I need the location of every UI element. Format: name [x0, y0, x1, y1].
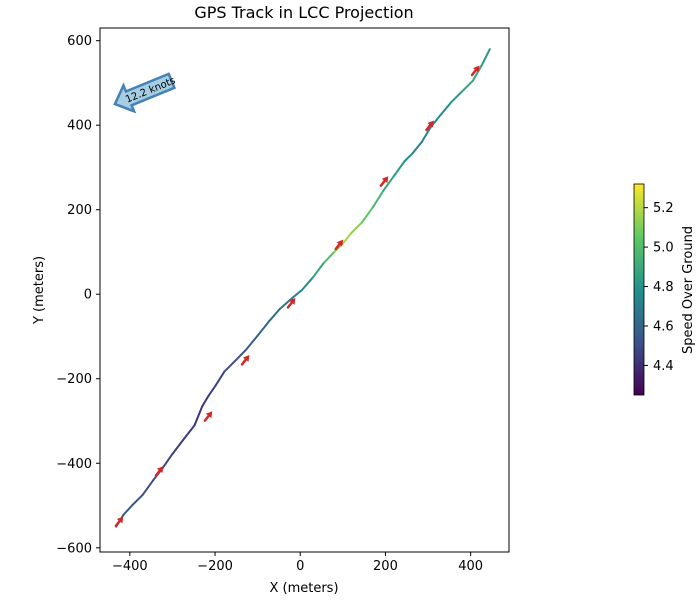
speed-arrow-head	[156, 466, 164, 474]
speed-arrow-head	[427, 120, 434, 128]
track-segment	[471, 65, 483, 82]
colorbar-tick-label: 4.6	[653, 319, 674, 334]
speed-arrow-shaft	[286, 300, 294, 309]
colorbar-tick-label: 5.2	[653, 201, 674, 216]
speed-arrows-layer	[114, 65, 480, 528]
track-segment	[450, 90, 464, 103]
track-segment	[267, 308, 281, 323]
speed-arrow-head	[381, 176, 389, 184]
track-segment	[439, 100, 453, 116]
speed-arrow-shaft	[379, 178, 387, 187]
track-segment	[122, 504, 133, 516]
y-tick-label: 200	[67, 203, 92, 218]
y-tick-label: −600	[56, 541, 92, 556]
x-axis: −400 −200 0 200 400	[112, 552, 483, 574]
wind-arrow	[113, 72, 177, 114]
speed-arrow-shaft	[425, 123, 433, 132]
track-segment	[290, 289, 303, 300]
track-segment	[162, 452, 174, 469]
y-tick-label: 600	[67, 34, 92, 49]
y-tick-label: −400	[56, 457, 92, 472]
speed-arrow-head	[473, 65, 480, 73]
speed-arrow-head	[116, 516, 124, 524]
track-segment	[256, 320, 270, 337]
colorbar-tick-label: 4.8	[653, 280, 674, 295]
x-tick-label: −400	[112, 559, 148, 574]
speed-arrow-head	[288, 297, 296, 305]
speed-arrow-head	[336, 239, 344, 247]
y-axis-label: Y (meters)	[32, 256, 47, 325]
chart-title: GPS Track in LCC Projection	[194, 3, 413, 22]
track-segment	[214, 370, 226, 387]
track-segment	[480, 48, 491, 68]
track-segment	[323, 250, 336, 264]
colorbar-tick-label: 4.4	[653, 359, 674, 374]
y-tick-label: −200	[56, 372, 92, 387]
x-tick-label: 400	[458, 559, 483, 574]
colorbar-gradient	[633, 183, 645, 396]
track-segment	[412, 141, 423, 154]
track-segment	[420, 126, 432, 144]
plot-frame	[99, 27, 510, 553]
track-segment	[207, 384, 217, 397]
speed-arrow-shaft	[154, 468, 162, 477]
y-axis: −600 −400 −200 0 200 400 600	[56, 34, 100, 556]
track-segment	[300, 276, 315, 291]
track-segment	[461, 79, 474, 93]
track-segment	[312, 261, 326, 279]
track-segment	[245, 334, 259, 351]
y-tick-label: 0	[84, 288, 92, 303]
x-axis-label: X (meters)	[269, 581, 338, 596]
x-tick-label: 200	[373, 559, 398, 574]
track-segment	[350, 221, 364, 234]
track-segment	[403, 151, 415, 163]
track-segment	[392, 160, 406, 177]
colorbar: 4.4 4.6 4.8 5.0 5.2 Speed Over Ground	[633, 183, 696, 396]
x-tick-label: −200	[197, 559, 233, 574]
track-segment	[141, 479, 155, 496]
colorbar-tick-label: 5.0	[653, 241, 674, 256]
speed-arrow-shaft	[240, 357, 248, 366]
speed-arrow-head	[205, 411, 213, 419]
colorbar-ticks: 4.4 4.6 4.8 5.0 5.2	[644, 201, 674, 374]
track-segment	[382, 174, 395, 192]
track-segment	[341, 231, 353, 245]
track-segment	[130, 493, 144, 507]
track-segment	[193, 405, 204, 427]
speed-arrow-shaft	[470, 68, 478, 77]
speed-arrow-shaft	[334, 242, 342, 251]
track-segment	[235, 348, 248, 361]
y-tick-label: 400	[67, 119, 92, 134]
x-tick-label: 0	[296, 559, 304, 574]
track-segment	[171, 439, 185, 455]
colorbar-label: Speed Over Ground	[681, 226, 696, 354]
track-segment	[201, 394, 210, 408]
track-layer	[115, 48, 491, 528]
speed-arrow-shaft	[203, 413, 211, 422]
speed-arrow-shaft	[114, 519, 122, 528]
track-segment	[182, 424, 196, 442]
track-segment	[361, 206, 374, 224]
speed-arrow-head	[242, 355, 250, 362]
track-segment	[223, 358, 238, 373]
track-segment	[371, 189, 385, 209]
